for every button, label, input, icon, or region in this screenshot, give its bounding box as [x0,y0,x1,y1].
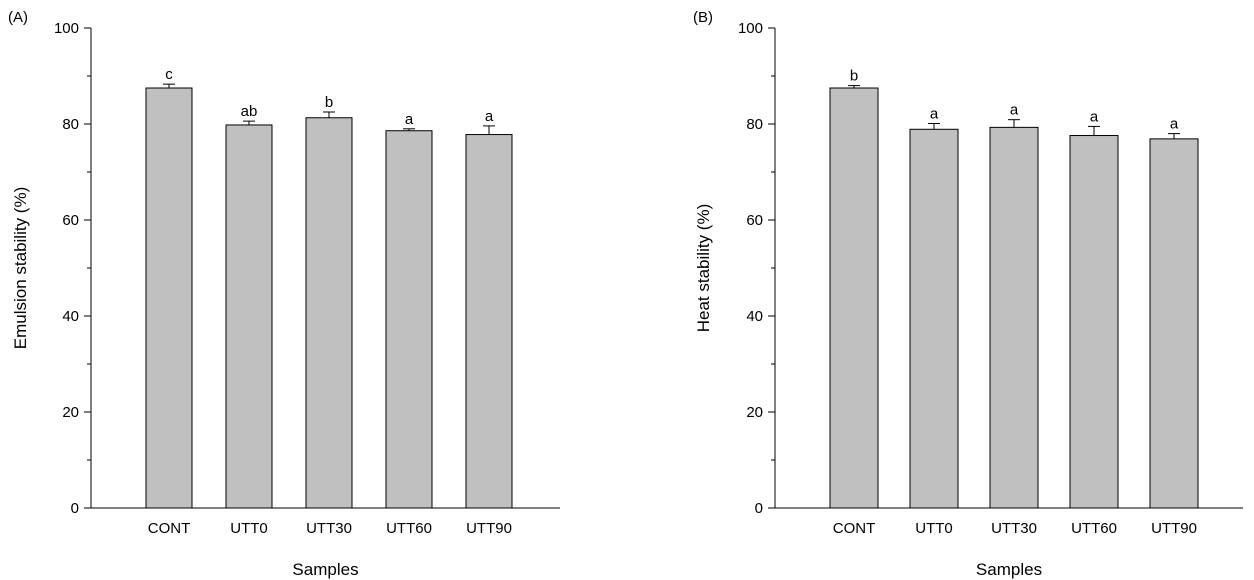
significance-letter: b [850,68,858,85]
panel-label: (B) [693,9,713,26]
significance-letter: a [930,106,939,123]
y-tick-label: 40 [746,308,763,325]
x-tick-label: UTT90 [1151,520,1197,537]
x-tick-label: UTT0 [230,520,268,537]
x-axis-label: Samples [976,560,1042,579]
bar-cont [829,87,879,509]
y-tick-label: 0 [71,500,79,517]
bar-utt30 [305,117,353,509]
x-tick-label: CONT [148,520,191,537]
y-tick-label: 100 [54,20,79,37]
y-tick-label: 100 [738,20,763,37]
y-axis-label: Heat stability (%) [694,204,713,332]
x-axis-label: Samples [292,560,358,579]
y-tick-label: 20 [62,404,79,421]
y-axis-label: Emulsion stability (%) [11,187,30,350]
panel-a: (A) c CONT ab UTT0 b UTT30 a UTT60 a UTT90 0 20 40 60 8… [8,9,560,579]
significance-letter: b [325,94,333,111]
y-tick-label: 80 [746,116,763,133]
y-tick-label: 80 [62,116,79,133]
x-tick-label: CONT [833,520,876,537]
y-tick-label: 20 [746,404,763,421]
bar-utt60 [385,130,433,509]
x-tick-label: UTT30 [306,520,352,537]
y-tick-label: 60 [62,212,79,229]
bar-utt90 [465,134,513,509]
y-tick-label: 40 [62,308,79,325]
significance-letter: c [165,66,173,83]
y-tick-label: 0 [755,500,763,517]
x-tick-label: UTT60 [386,520,432,537]
x-tick-label: UTT90 [466,520,512,537]
bar-utt60 [1069,135,1119,509]
bar-utt0 [909,128,959,509]
x-tick-label: UTT30 [991,520,1037,537]
bar-utt90 [1149,138,1199,509]
significance-letter: a [485,108,494,125]
bar-utt30 [989,126,1039,509]
significance-letter: a [1090,108,1099,125]
x-tick-label: UTT60 [1071,520,1117,537]
panel-b: (B) b CONT a UTT0 a UTT30 a UTT60 a UTT90 0 20 40 60 80… [693,9,1243,579]
bar-cont [145,87,193,509]
significance-letter: a [405,111,414,128]
x-tick-label: UTT0 [915,520,953,537]
y-tick-label: 60 [746,212,763,229]
significance-letter: ab [241,103,258,120]
bar-utt0 [225,124,273,509]
panel-label: (A) [8,9,28,26]
significance-letter: a [1010,102,1019,119]
significance-letter: a [1170,116,1179,133]
